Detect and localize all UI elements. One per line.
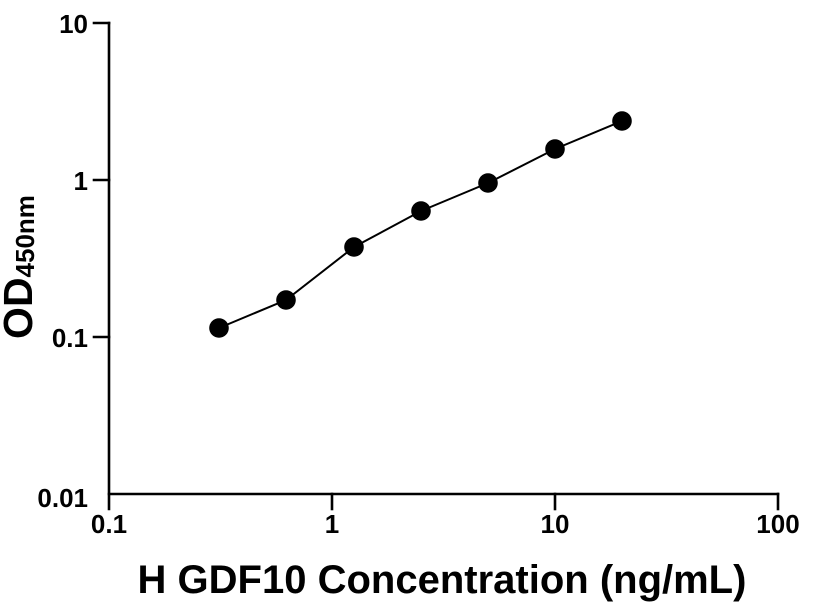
svg-text:1: 1	[74, 166, 88, 196]
svg-text:100: 100	[756, 509, 799, 539]
svg-text:0.01: 0.01	[37, 483, 88, 513]
svg-text:10: 10	[541, 509, 570, 539]
svg-text:1: 1	[325, 509, 339, 539]
svg-text:0.1: 0.1	[91, 509, 127, 539]
svg-text:0.1: 0.1	[52, 323, 88, 353]
svg-text:10: 10	[59, 9, 88, 39]
svg-text:OD450nm: OD450nm	[0, 195, 41, 339]
svg-text:H GDF10 Concentration (ng/mL): H GDF10 Concentration (ng/mL)	[138, 558, 747, 602]
